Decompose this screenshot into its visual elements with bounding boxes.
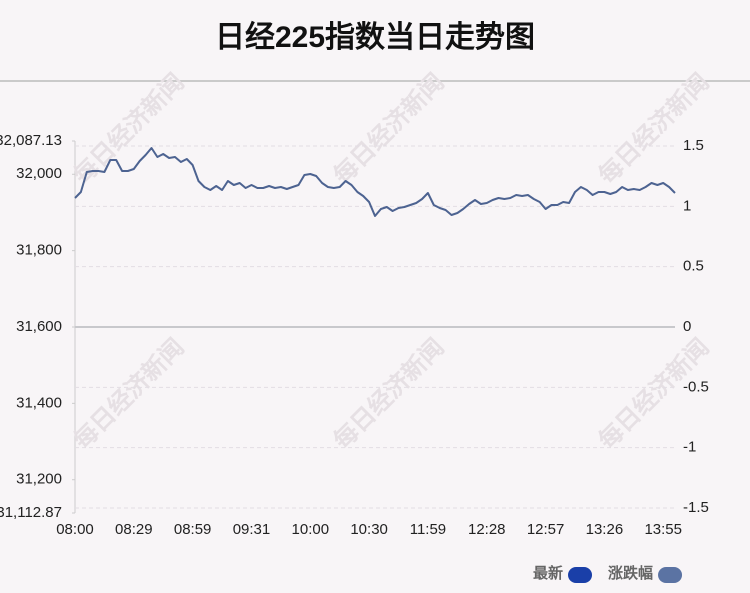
x-tick-label: 09:31 — [233, 521, 271, 538]
y2-tick-label: 1 — [683, 197, 691, 214]
x-tick-label: 11:59 — [410, 521, 446, 538]
x-tick-label: 12:28 — [468, 521, 506, 538]
y-tick-label: 31,200 — [16, 471, 62, 488]
watermark: 每日经济新闻 — [328, 68, 450, 190]
chart-title: 日经225指数当日走势图 — [215, 20, 535, 54]
x-tick-label: 13:26 — [586, 521, 624, 538]
y2-tick-label: -1 — [683, 439, 696, 456]
legend-swatch — [658, 567, 683, 583]
legend-label: 最新 — [533, 564, 563, 582]
x-tick-label: 10:00 — [292, 521, 330, 538]
y2-tick-label: 0 — [683, 318, 691, 335]
x-tick-label: 08:00 — [56, 521, 94, 538]
line-series — [74, 147, 676, 217]
y-tick-label: 32,087.13 — [0, 132, 62, 149]
y2-tick-label: -0.5 — [683, 378, 709, 395]
watermark: 每日经济新闻 — [328, 333, 450, 455]
y-tick-label: 31,112.87 — [0, 504, 62, 521]
y2-tick-label: 0.5 — [683, 258, 704, 275]
legend-label: 涨跌幅 — [608, 564, 653, 582]
x-tick-label: 10:30 — [350, 521, 388, 538]
y-tick-label: 32,000 — [16, 165, 62, 182]
watermark: 每日经济新闻 — [68, 333, 190, 455]
y-tick-label: 31,600 — [16, 318, 62, 335]
x-tick-label: 08:29 — [115, 521, 153, 538]
y-tick-label: 31,800 — [16, 242, 62, 259]
y-tick-label: 31,400 — [16, 394, 62, 411]
x-tick-label: 08:59 — [174, 521, 212, 538]
legend-swatch — [568, 567, 593, 583]
x-tick-label: 13:55 — [644, 521, 682, 538]
watermark: 每日经济新闻 — [593, 68, 715, 190]
y2-tick-label: -1.5 — [683, 499, 709, 516]
y2-tick-label: 1.5 — [683, 137, 704, 154]
x-tick-label: 12:57 — [527, 521, 565, 538]
